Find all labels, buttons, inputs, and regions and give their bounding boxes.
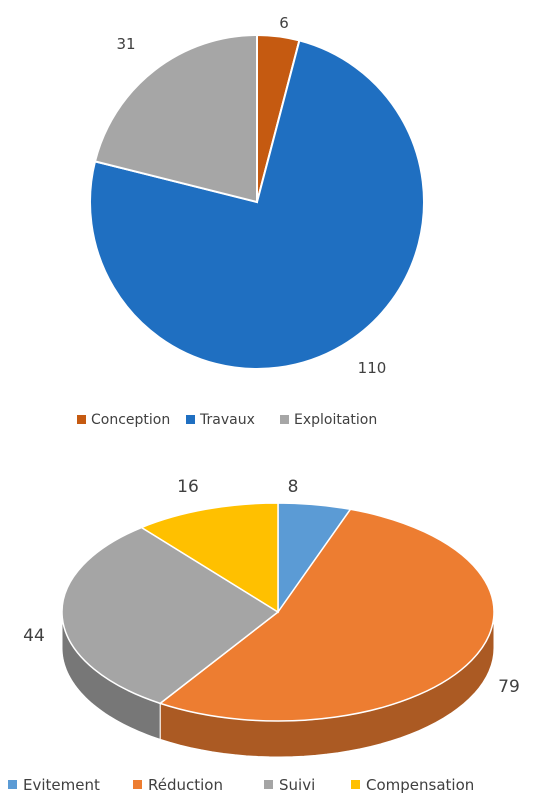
legend-label-suivi: Suivi xyxy=(279,776,315,794)
pie-chart-2-3d: 8 79 44 16 xyxy=(23,477,520,758)
legend-chart-1: Conception Travaux Exploitation xyxy=(77,412,377,428)
data-label-reduction: 79 xyxy=(498,677,520,697)
legend-swatch-travaux xyxy=(186,415,195,424)
legend-swatch-conception xyxy=(77,415,86,424)
pie-slice-travaux xyxy=(89,39,425,370)
legend-label-evitement: Evitement xyxy=(23,776,100,794)
pie-slice-reduction xyxy=(158,508,495,722)
legend-swatch-suivi xyxy=(264,780,273,789)
pie-slice-suivi xyxy=(61,526,280,705)
legend-swatch-evitement xyxy=(8,780,17,789)
data-label-compensation: 16 xyxy=(177,477,199,497)
pie-slice-compensation xyxy=(139,502,279,614)
data-label-travaux: 110 xyxy=(358,359,387,377)
legend-label-travaux: Travaux xyxy=(199,412,255,428)
data-label-suivi: 44 xyxy=(23,626,45,646)
legend-label-compensation: Compensation xyxy=(366,776,474,794)
pie-chart-1: 6 110 31 xyxy=(89,14,425,377)
data-label-conception: 6 xyxy=(279,14,289,32)
legend-chart-2: Evitement Réduction Suivi Compensation xyxy=(8,776,474,794)
legend-label-conception: Conception xyxy=(91,412,170,428)
legend-swatch-compensation xyxy=(351,780,360,789)
legend-label-reduction: Réduction xyxy=(148,776,223,794)
legend-swatch-reduction xyxy=(133,780,142,789)
pie-slice-exploitation xyxy=(93,33,258,204)
legend-swatch-exploitation xyxy=(280,415,289,424)
data-label-exploitation: 31 xyxy=(116,35,135,53)
legend-label-exploitation: Exploitation xyxy=(294,412,377,428)
data-label-evitement: 8 xyxy=(288,477,299,497)
